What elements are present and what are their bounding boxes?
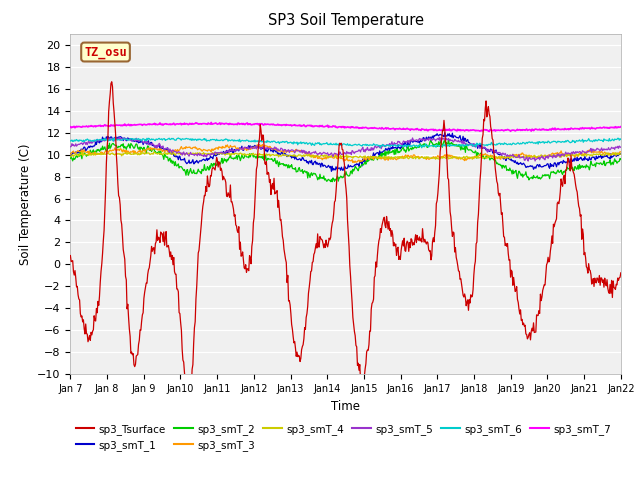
Text: TZ_osu: TZ_osu: [84, 46, 127, 59]
Y-axis label: Soil Temperature (C): Soil Temperature (C): [19, 143, 32, 265]
Title: SP3 Soil Temperature: SP3 Soil Temperature: [268, 13, 424, 28]
X-axis label: Time: Time: [331, 400, 360, 413]
Legend: sp3_Tsurface, sp3_smT_1, sp3_smT_2, sp3_smT_3, sp3_smT_4, sp3_smT_5, sp3_smT_6, : sp3_Tsurface, sp3_smT_1, sp3_smT_2, sp3_…: [76, 424, 611, 451]
